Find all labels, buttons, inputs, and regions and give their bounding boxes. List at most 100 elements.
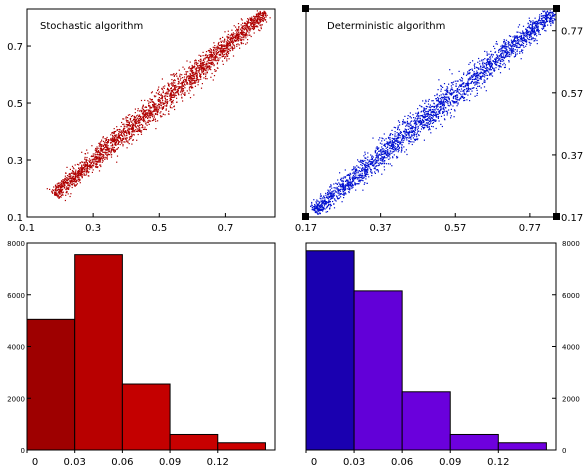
scatter-point bbox=[202, 55, 204, 57]
scatter-point bbox=[325, 207, 328, 209]
scatter-point bbox=[407, 133, 409, 135]
scatter-point bbox=[107, 142, 109, 144]
scatter-point bbox=[58, 182, 60, 185]
scatter-point bbox=[159, 101, 161, 103]
scatter-point bbox=[130, 128, 132, 130]
scatter-point bbox=[142, 113, 144, 115]
scatter-point bbox=[351, 187, 353, 189]
scatter-point bbox=[484, 70, 486, 72]
scatter-point bbox=[186, 83, 188, 85]
scatter-point bbox=[64, 175, 66, 177]
scatter-point bbox=[200, 65, 202, 67]
scatter-point bbox=[353, 172, 355, 174]
scatter-point bbox=[88, 165, 90, 167]
scatter-point bbox=[430, 118, 432, 120]
scatter-point bbox=[456, 100, 458, 102]
scatter-point bbox=[384, 157, 386, 159]
scatter-point bbox=[183, 83, 186, 85]
scatter-point bbox=[443, 94, 445, 96]
scatter-point bbox=[399, 132, 401, 134]
scatter-point bbox=[112, 138, 114, 140]
scatter-point bbox=[401, 149, 403, 151]
scatter-point bbox=[517, 36, 519, 38]
scatter-point bbox=[209, 54, 211, 56]
scatter-point bbox=[331, 193, 333, 195]
scatter-point bbox=[416, 115, 418, 117]
scatter-point bbox=[153, 119, 155, 121]
scatter-point bbox=[69, 173, 71, 175]
scatter-point bbox=[120, 125, 122, 128]
scatter-point bbox=[65, 177, 67, 179]
scatter-point bbox=[444, 98, 446, 101]
scatter-point bbox=[531, 25, 533, 27]
scatter-point bbox=[466, 84, 468, 86]
scatter-point bbox=[379, 142, 381, 144]
scatter-point bbox=[236, 45, 238, 47]
scatter-point bbox=[220, 50, 222, 52]
scatter-point bbox=[424, 116, 426, 118]
scatter-point bbox=[59, 189, 62, 191]
scatter-point bbox=[428, 116, 430, 118]
scatter-point bbox=[83, 171, 85, 173]
scatter-point bbox=[439, 110, 441, 112]
scatter-point bbox=[463, 73, 465, 76]
scatter-point bbox=[103, 148, 105, 150]
scatter-point bbox=[486, 51, 488, 53]
scatter-point bbox=[476, 70, 478, 72]
scatter-point bbox=[63, 182, 65, 184]
scatter-point bbox=[136, 122, 138, 125]
scatter-point bbox=[246, 20, 248, 22]
scatter-point bbox=[525, 45, 527, 47]
scatter-point bbox=[175, 92, 177, 94]
scatter-point bbox=[321, 197, 323, 199]
scatter-point bbox=[317, 201, 319, 203]
scatter-point bbox=[121, 121, 123, 124]
scatter-point bbox=[438, 101, 440, 103]
scatter-point bbox=[536, 26, 538, 28]
scatter-point bbox=[171, 79, 173, 81]
scatter-point bbox=[136, 120, 138, 122]
scatter-point bbox=[415, 121, 417, 123]
scatter-point bbox=[467, 71, 469, 73]
scatter-point bbox=[169, 97, 172, 99]
scatter-point bbox=[178, 69, 180, 71]
scatter-point bbox=[359, 176, 361, 179]
scatter-point bbox=[498, 55, 500, 57]
scatter-point bbox=[49, 188, 51, 190]
scatter-point bbox=[117, 135, 120, 138]
scatter-point bbox=[498, 59, 500, 61]
scatter-point bbox=[339, 190, 342, 192]
scatter-point bbox=[174, 87, 176, 89]
scatter-point bbox=[153, 106, 155, 108]
scatter-point bbox=[189, 61, 191, 63]
scatter-point bbox=[467, 88, 469, 91]
scatter-point bbox=[426, 113, 428, 115]
scatter-point bbox=[142, 107, 144, 109]
scatter-point bbox=[413, 123, 415, 125]
scatter-point bbox=[378, 153, 380, 155]
scatter-point bbox=[355, 171, 357, 173]
scatter-point bbox=[390, 133, 392, 135]
scatter-point bbox=[328, 196, 330, 198]
scatter-point bbox=[102, 136, 104, 138]
scatter-point bbox=[254, 23, 256, 25]
scatter-point bbox=[446, 93, 448, 96]
scatter-point bbox=[192, 71, 194, 73]
scatter-point bbox=[553, 14, 556, 16]
scatter-point bbox=[364, 168, 366, 170]
scatter-point bbox=[319, 205, 321, 207]
scatter-point bbox=[234, 35, 236, 37]
scatter-point bbox=[482, 64, 484, 66]
scatter-point bbox=[457, 103, 459, 105]
scatter-point bbox=[215, 60, 217, 62]
scatter-point bbox=[66, 183, 68, 185]
scatter-point bbox=[529, 30, 531, 32]
scatter-point bbox=[216, 67, 218, 69]
scatter-point bbox=[322, 209, 324, 211]
scatter-point bbox=[197, 78, 199, 80]
scatter-point bbox=[183, 85, 185, 87]
scatter-point bbox=[347, 179, 349, 181]
scatter-point bbox=[253, 26, 255, 28]
scatter-point bbox=[428, 117, 430, 119]
scatter-point bbox=[419, 115, 421, 117]
